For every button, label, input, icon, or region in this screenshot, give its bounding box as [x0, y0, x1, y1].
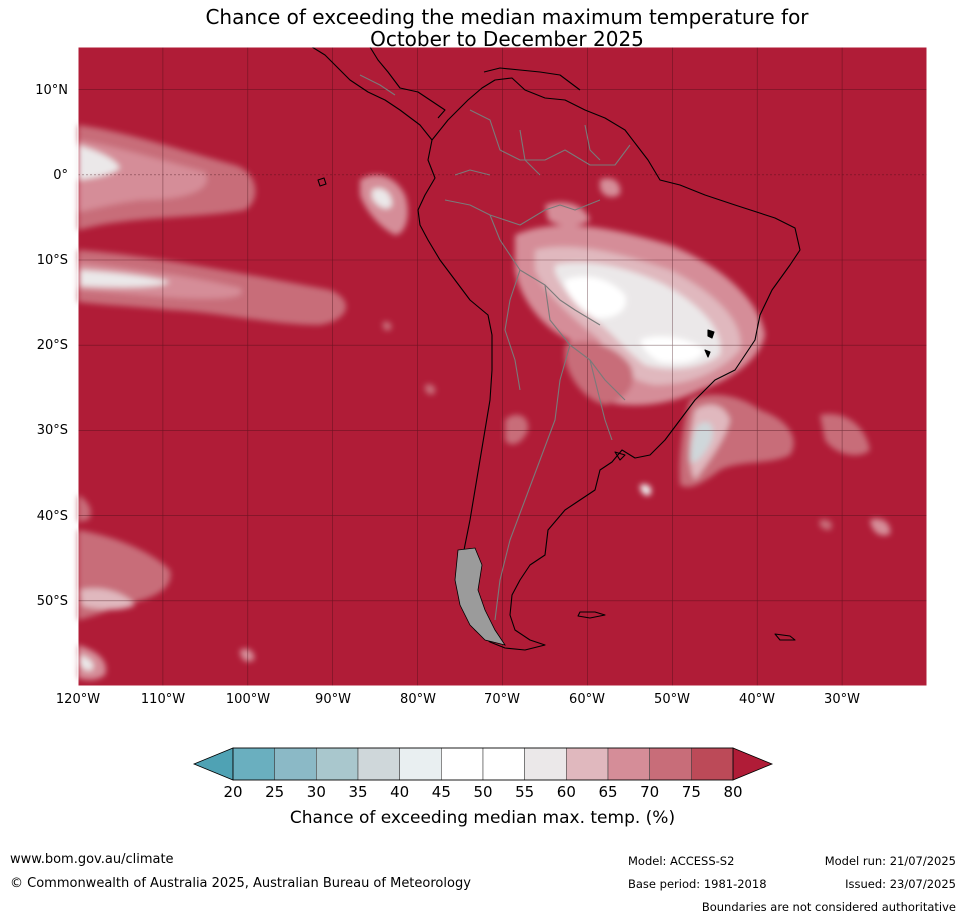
lon-label-30w: 30°W: [824, 692, 860, 707]
lon-label-40w: 40°W: [739, 692, 775, 707]
lon-label-110w: 110°W: [140, 692, 186, 707]
colorbar-tick-label: 60: [556, 783, 576, 801]
colorbar-segment: [399, 747, 442, 781]
lon-label-70w: 70°W: [484, 692, 520, 707]
east-atlantic-patch: [820, 414, 870, 456]
coastline: [311, 46, 801, 651]
colorbar-segment: [566, 747, 609, 781]
colorbar-segment: [232, 747, 275, 781]
colorbar-tick-label: 30: [306, 783, 326, 801]
website-text: www.bom.gov.au/climate: [10, 852, 174, 867]
lat-label-50s: 50°S: [36, 594, 68, 609]
copyright-text: © Commonwealth of Australia 2025, Austra…: [10, 876, 471, 891]
colorbar: [192, 747, 774, 781]
colorbar-label: Chance of exceeding median max. temp. (%…: [289, 808, 676, 828]
colorbar-frame: [232, 747, 734, 781]
colorbar-tick-label: 70: [640, 783, 660, 801]
lat-label-40s: 40°S: [36, 509, 68, 524]
colorbar-segment: [524, 747, 567, 781]
colorbar-tick-label: 45: [431, 783, 451, 801]
gridlines: [78, 47, 927, 686]
disclaimer-text: Boundaries are not considered authoritat…: [701, 900, 956, 914]
lon-label-120w: 120°W: [55, 692, 101, 707]
colorbar-segment: [607, 747, 650, 781]
south-america-coastline: [417, 77, 801, 651]
colorbar-tick-label: 25: [265, 783, 285, 801]
lat-label-10n: 10°N: [35, 83, 68, 98]
colorbar-tick-label: 75: [681, 783, 701, 801]
lat-label-30s: 30°S: [36, 423, 68, 438]
lon-label-90w: 90°W: [315, 692, 351, 707]
lat-label-20s: 20°S: [36, 338, 68, 353]
lon-label-50w: 50°W: [654, 692, 690, 707]
map-title-line1: Chance of exceeding the median maximum t…: [205, 5, 809, 29]
lon-label-60w: 60°W: [569, 692, 605, 707]
colorbar-tick-label: 80: [723, 783, 743, 801]
colorbar-segment: [357, 747, 400, 781]
issued-text: Issued: 23/07/2025: [845, 877, 956, 891]
lon-label-80w: 80°W: [400, 692, 436, 707]
colorbar-segment: [649, 747, 692, 781]
colorbar-tick-label: 40: [390, 783, 410, 801]
lon-label-100w: 100°W: [225, 692, 271, 707]
lat-label-0: 0°: [53, 168, 68, 183]
map-panel: [77, 46, 928, 687]
colorbar-tick-label: 50: [473, 783, 493, 801]
colorbar-under-arrow: [192, 747, 234, 781]
colorbar-segment: [482, 747, 525, 781]
colorbar-segment: [274, 747, 317, 781]
country-borders: [359, 74, 631, 621]
colorbar-over-arrow: [732, 747, 774, 781]
colorbar-tick-label: 20: [223, 783, 243, 801]
model-run-text: Model run: 21/07/2025: [824, 854, 956, 868]
colorbar-segment: [316, 747, 359, 781]
lat-label-10s: 10°S: [36, 253, 68, 268]
patagonia-land: [454, 547, 506, 646]
axis-frame: [77, 46, 928, 687]
model-text: Model: ACCESS-S2: [628, 854, 735, 868]
colorbar-tick-label: 65: [598, 783, 618, 801]
colorbar-segment: [441, 747, 484, 781]
anomaly-patches: [78, 125, 891, 680]
colorbar-segment: [691, 747, 734, 781]
colorbar-tick-label: 55: [515, 783, 535, 801]
colorbar-tick-label: 35: [348, 783, 368, 801]
base-period-text: Base period: 1981-2018: [628, 877, 767, 891]
map-title-line2: October to December 2025: [370, 27, 644, 51]
central-america-coastline: [311, 46, 433, 141]
